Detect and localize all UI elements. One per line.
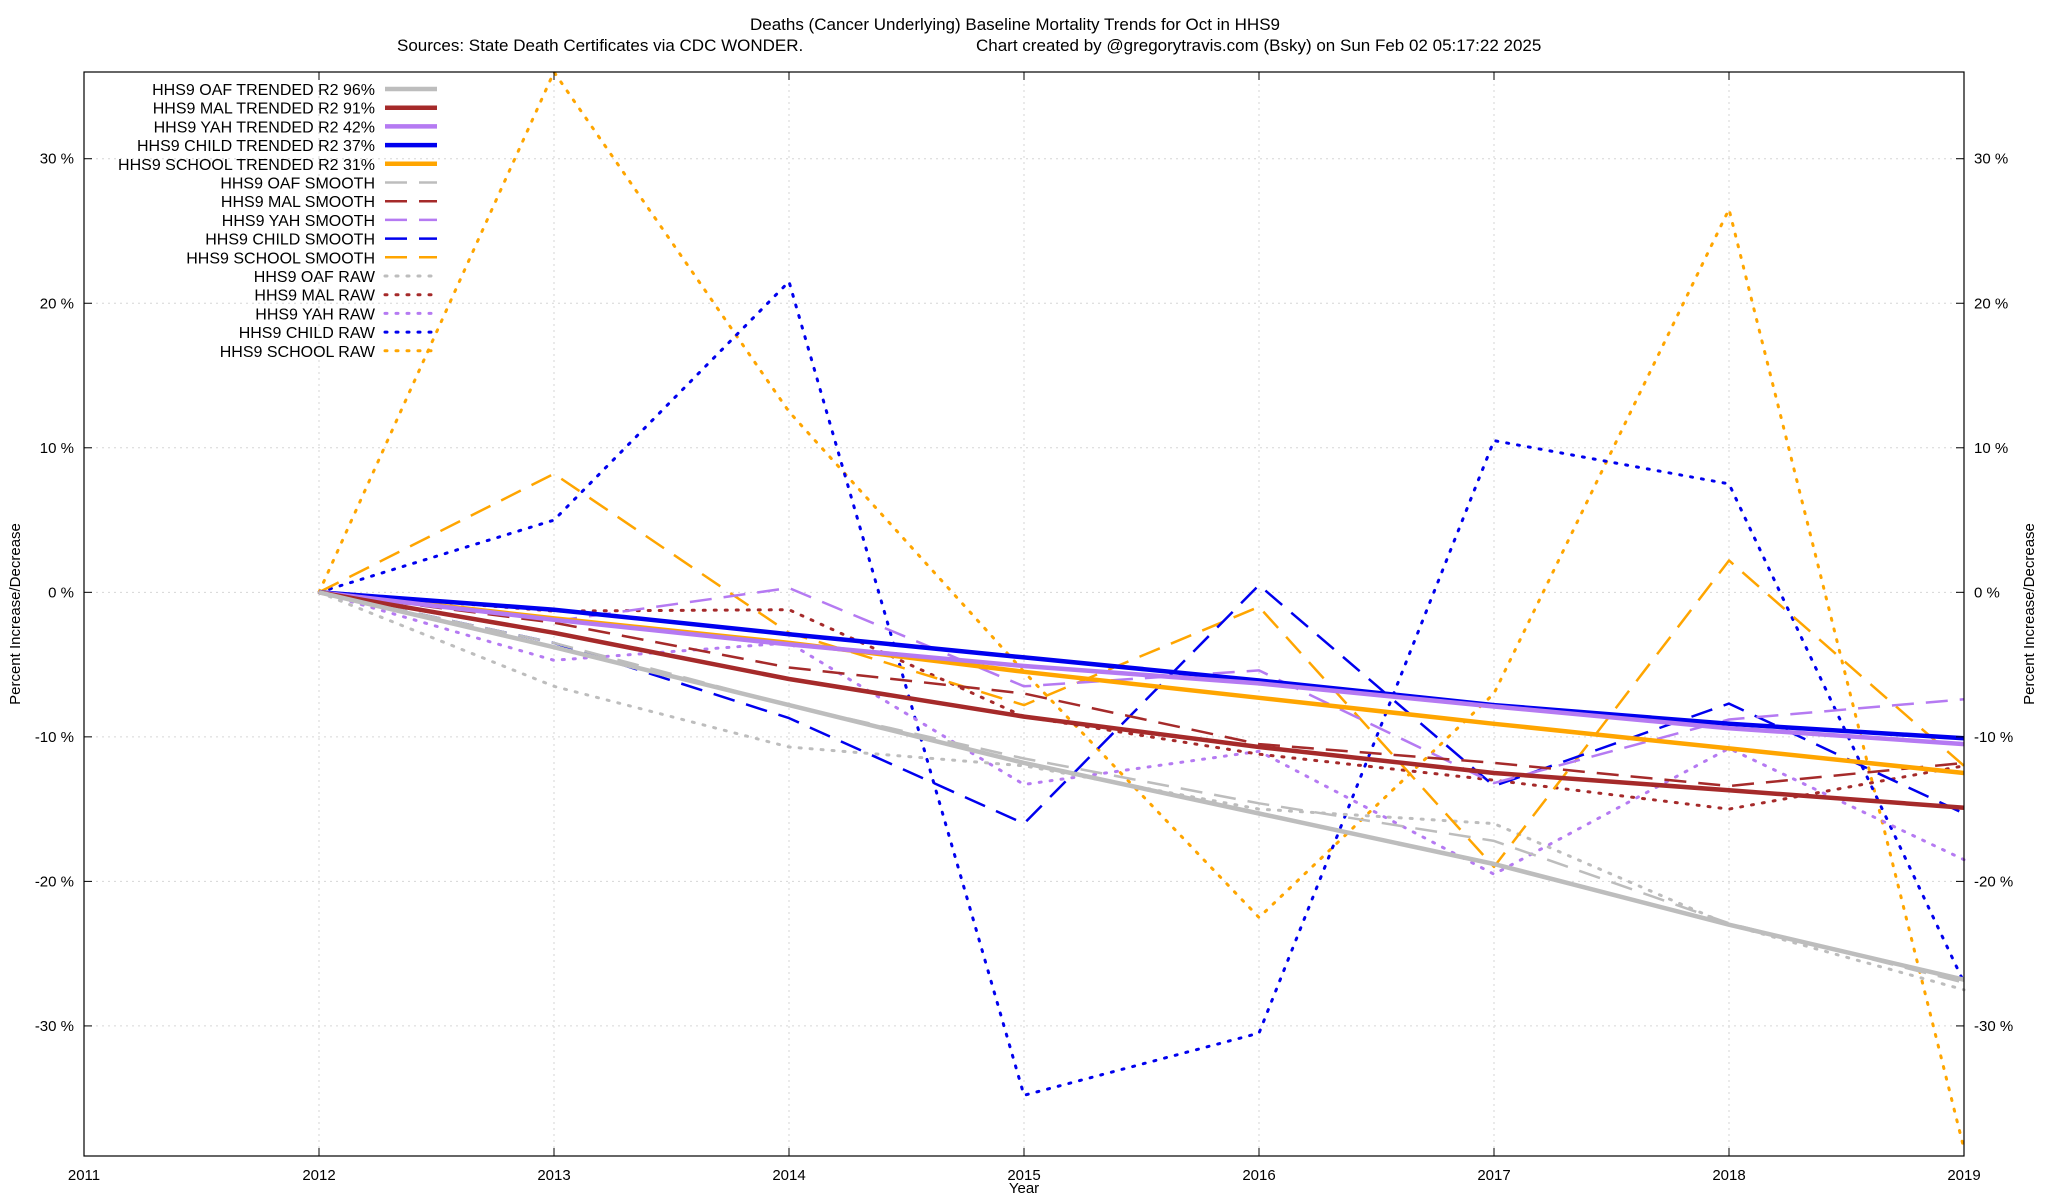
y-tick-label-right: 20 % — [1974, 295, 2008, 312]
series-line-hhs9-child-raw — [317, 280, 1966, 1097]
y-tick-label-left: -30 % — [35, 1018, 74, 1035]
y-tick-label-left: -10 % — [35, 729, 74, 746]
x-tick-label: 2011 — [68, 1167, 100, 1184]
series-line-hhs9-mal-smooth — [318, 591, 1965, 788]
chart-subtitle-source: Sources: State Death Certificates via CD… — [397, 36, 803, 55]
series-layer — [317, 70, 1966, 1151]
x-tick-label: 2019 — [1947, 1167, 1980, 1184]
legend-label: HHS9 YAH SMOOTH — [222, 213, 375, 230]
chart-subtitle-credit: Chart created by @gregorytravis.com (Bsk… — [976, 36, 1541, 55]
tick-layer: 2011 2012 2013 2014 2015 2016 2017 2018 2019 -30 … — [35, 72, 2013, 1184]
series-line-hhs9-mal-trended-r2-91 — [318, 590, 1965, 810]
series-line-hhs9-yah-trended-r2-42 — [318, 590, 1965, 747]
x-tick-label: 2012 — [302, 1167, 335, 1184]
y-tick-label-left: 20 % — [40, 295, 74, 312]
y-tick-label-left: 10 % — [40, 440, 74, 457]
legend-label: HHS9 CHILD RAW — [239, 325, 376, 342]
y-tick-label-left: 0 % — [48, 584, 74, 601]
legend-label: HHS9 MAL SMOOTH — [221, 194, 375, 211]
y-axis-label-left: Percent Increase/Decrease — [7, 523, 24, 705]
legend: HHS9 OAF TRENDED R2 96% HHS9 MAL TRENDED … — [118, 82, 439, 361]
legend-label: HHS9 MAL RAW — [254, 288, 376, 305]
x-tick-label: 2016 — [1242, 1167, 1275, 1184]
y-axis-label-right: Percent Increase/Decrease — [2021, 523, 2038, 705]
legend-label: HHS9 CHILD TRENDED R2 37% — [137, 138, 375, 155]
y-tick-label-left: 30 % — [40, 151, 74, 168]
chart-title: Deaths (Cancer Underlying) Baseline Mort… — [750, 15, 1280, 34]
x-tick-label: 2017 — [1477, 1167, 1510, 1184]
series-line-hhs9-school-raw — [317, 70, 1966, 1151]
series-line-hhs9-oaf-raw — [317, 590, 1966, 992]
x-tick-label: 2014 — [772, 1167, 805, 1184]
x-tick-label: 2013 — [537, 1167, 570, 1184]
legend-label: HHS9 SCHOOL TRENDED R2 31% — [118, 157, 375, 174]
legend-label: HHS9 OAF SMOOTH — [220, 176, 375, 193]
legend-label: HHS9 SCHOOL RAW — [220, 344, 376, 361]
y-tick-label-right: -10 % — [1974, 729, 2013, 746]
y-tick-label-left: -20 % — [35, 873, 74, 890]
legend-label: HHS9 CHILD SMOOTH — [205, 232, 375, 249]
legend-label: HHS9 MAL TRENDED R2 91% — [153, 101, 375, 118]
x-tick-label: 2015 — [1007, 1167, 1040, 1184]
series-line-hhs9-school-smooth — [318, 472, 1965, 869]
y-tick-label-right: 10 % — [1974, 440, 2008, 457]
x-tick-label: 2018 — [1712, 1167, 1745, 1184]
series-line-hhs9-oaf-smooth — [318, 591, 1965, 984]
y-tick-label-right: -20 % — [1974, 873, 2013, 890]
grid-layer — [84, 72, 1964, 1156]
series-line-hhs9-child-trended-r2-37 — [318, 590, 1965, 741]
y-tick-label-right: 0 % — [1974, 584, 2000, 601]
series-line-hhs9-mal-raw — [317, 590, 1966, 811]
legend-label: HHS9 YAH TRENDED R2 42% — [154, 119, 375, 136]
legend-label: HHS9 OAF RAW — [254, 269, 376, 286]
legend-label: HHS9 OAF TRENDED R2 96% — [152, 82, 375, 99]
legend-label: HHS9 SCHOOL SMOOTH — [186, 250, 375, 267]
y-tick-label-right: -30 % — [1974, 1018, 2013, 1035]
y-tick-label-right: 30 % — [1974, 151, 2008, 168]
series-line-hhs9-oaf-trended-r2-96 — [318, 590, 1965, 982]
legend-label: HHS9 YAH RAW — [255, 306, 376, 323]
x-axis-label: Year — [1009, 1180, 1039, 1197]
